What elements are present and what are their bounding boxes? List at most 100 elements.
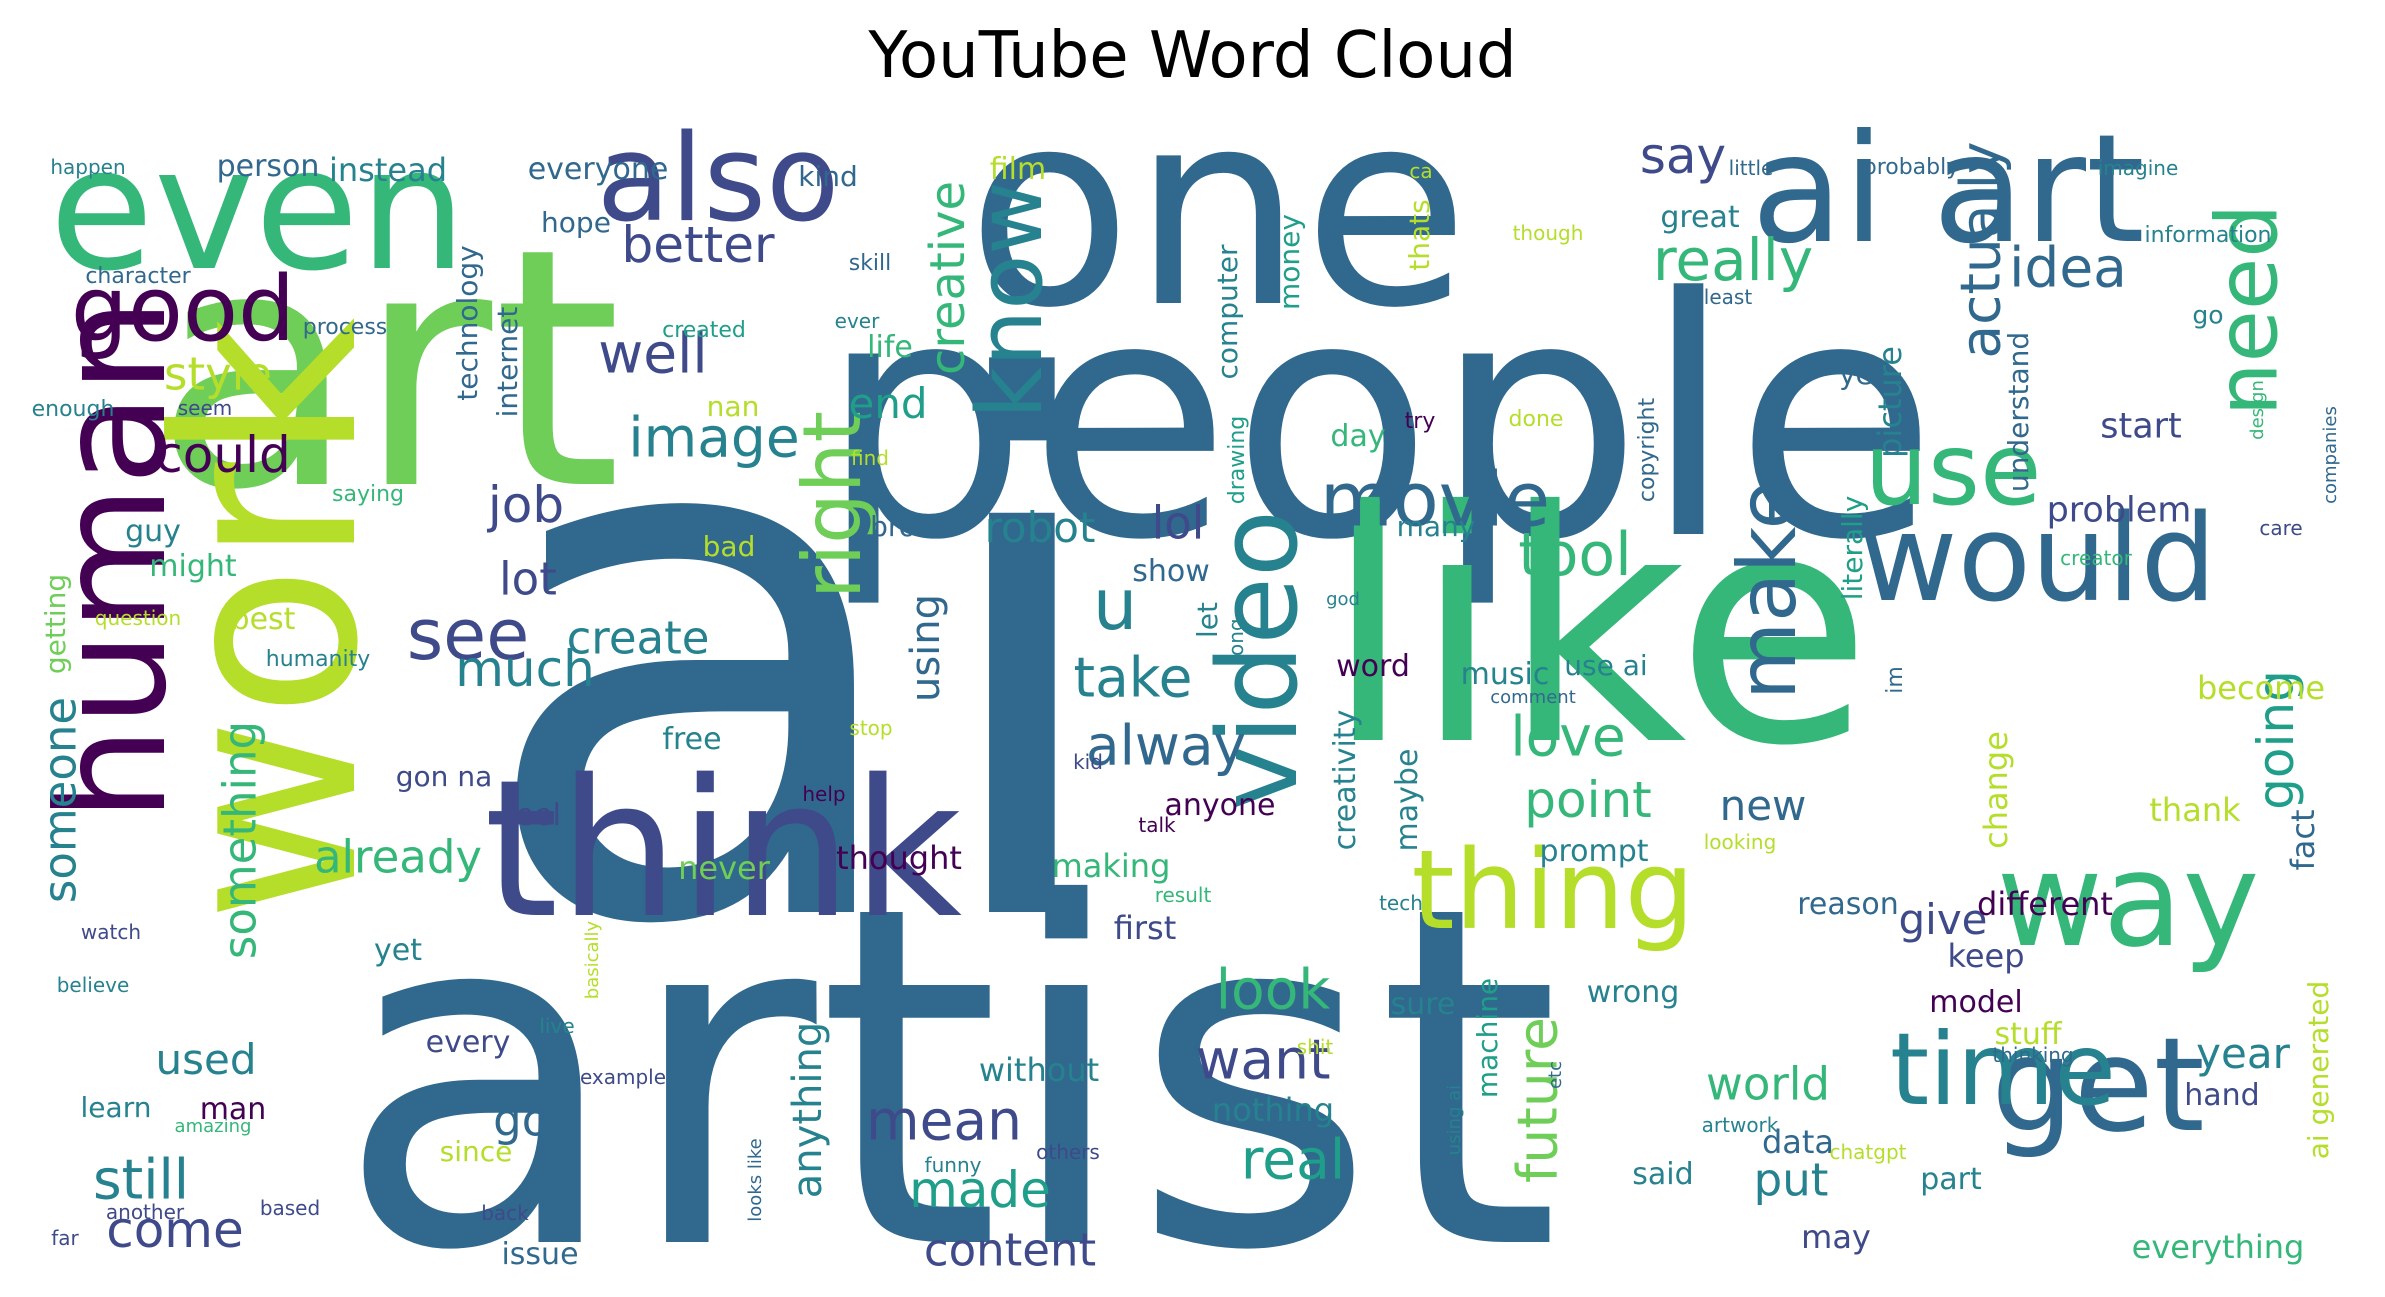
word-enough: enough xyxy=(31,397,115,422)
word-put: put xyxy=(1753,1153,1829,1207)
word-example: example xyxy=(579,1065,667,1089)
word-gon-na: gon na xyxy=(395,760,493,793)
word-see: see xyxy=(406,594,530,676)
word-prompt: prompt xyxy=(1539,834,1649,869)
word-know: know xyxy=(958,181,1063,419)
word-year: year xyxy=(2196,1029,2290,1078)
word-get: get xyxy=(1991,1009,2205,1161)
word-thought: thought xyxy=(836,839,962,877)
word-idea: idea xyxy=(2009,235,2127,300)
word-artwork: artwork xyxy=(1701,1113,1779,1137)
word-made: made xyxy=(909,1161,1051,1219)
word-let: let xyxy=(1191,602,1224,638)
word-think: think xyxy=(483,739,963,960)
word-still: still xyxy=(92,1147,190,1212)
word-sure: sure xyxy=(1390,987,1456,1022)
word-point: point xyxy=(1524,771,1652,829)
word-based: based xyxy=(259,1196,321,1220)
word-drawing: drawing xyxy=(1225,415,1250,505)
word-got: got xyxy=(493,1093,567,1147)
word-never: never xyxy=(678,849,770,887)
word-love: love xyxy=(1510,704,1626,769)
word-wrong: wrong xyxy=(1586,975,1680,1010)
word-result: result xyxy=(1154,883,1212,907)
word-part: part xyxy=(1920,1162,1982,1197)
word-make: make xyxy=(1721,480,1814,700)
word-skill: skill xyxy=(848,251,892,276)
word-life: life xyxy=(867,330,913,365)
word-come: come xyxy=(106,1201,244,1259)
word-everything: everything xyxy=(2131,1228,2305,1266)
word-yet: yet xyxy=(374,933,422,968)
word-problem: problem xyxy=(2046,490,2192,531)
word-hope: hope xyxy=(541,206,611,239)
word-watch: watch xyxy=(80,920,142,944)
word-looks-like: looks like xyxy=(745,1138,766,1222)
word-design: design xyxy=(2247,380,2268,440)
word-ai-generated: ai generated xyxy=(2302,980,2335,1160)
word-day: day xyxy=(1330,419,1386,454)
word-everyone: everyone xyxy=(527,152,669,187)
word-tech: tech xyxy=(1379,891,1423,915)
word-saying: saying xyxy=(332,482,404,507)
word-done: done xyxy=(1508,407,1564,432)
word-might: might xyxy=(149,549,237,584)
word-making: making xyxy=(1051,847,1171,885)
word-learn: learn xyxy=(80,1091,152,1124)
word-start: start xyxy=(2100,406,2182,447)
word-artist: artist xyxy=(335,806,1561,1281)
word-looking: looking xyxy=(1703,830,1777,854)
word-humanity: humanity xyxy=(265,647,371,672)
word-show: show xyxy=(1132,554,1210,589)
word-like: like xyxy=(1323,444,1873,816)
word-really: really xyxy=(1652,226,1814,294)
word-hand: hand xyxy=(2184,1078,2260,1113)
word-people: people xyxy=(818,228,1938,612)
word-understand: understand xyxy=(2002,331,2035,493)
word-little: little xyxy=(1728,156,1774,180)
word-job: job xyxy=(487,476,565,534)
word-said: said xyxy=(1632,1157,1694,1192)
word-actually: actually xyxy=(1948,141,2013,359)
word-already: already xyxy=(313,830,483,884)
word-reason: reason xyxy=(1797,887,1899,922)
word-live: live xyxy=(539,1014,575,1038)
word-without: without xyxy=(978,1051,1100,1089)
word-look: look xyxy=(1215,957,1331,1022)
word-ai: ai xyxy=(472,235,1124,1085)
word-chatgpt: chatgpt xyxy=(1829,1140,1907,1164)
word-creator: creator xyxy=(2060,546,2132,570)
word-image: image xyxy=(628,405,800,470)
word-money: money xyxy=(1273,214,1306,310)
word-good: good xyxy=(70,257,296,362)
word-take: take xyxy=(1073,645,1193,710)
word-real: real xyxy=(1240,1127,1346,1192)
word-bad: bad xyxy=(702,530,756,563)
word-also: also xyxy=(596,110,840,249)
word-internet: internet xyxy=(491,306,524,418)
word-instead: instead xyxy=(329,151,447,189)
word-maybe: maybe xyxy=(1390,748,1425,852)
word-mean: mean xyxy=(866,1088,1022,1153)
word-time: time xyxy=(1890,1011,2116,1128)
word-getting: getting xyxy=(39,573,72,675)
word-music: music xyxy=(1460,657,1550,692)
word-technology: technology xyxy=(451,245,484,401)
word-right: right xyxy=(786,411,879,599)
word-better: better xyxy=(621,216,775,274)
word-may: may xyxy=(1801,1218,1871,1256)
word-robot: robot xyxy=(984,503,1096,552)
word-information: information xyxy=(2144,223,2272,248)
word-comment: comment xyxy=(1490,687,1576,708)
word-care: care xyxy=(2259,516,2303,540)
word-talk: talk xyxy=(1138,813,1176,837)
word-process: process xyxy=(302,315,388,340)
word-seem: seem xyxy=(177,396,233,420)
word-least: least xyxy=(1703,285,1753,309)
word-lol: lol xyxy=(1151,496,1205,550)
word-keep: keep xyxy=(1947,937,2025,975)
word-bro: bro xyxy=(870,510,916,543)
word-end: end xyxy=(848,379,928,428)
word-copyright: copyright xyxy=(1635,397,1660,503)
word-others: others xyxy=(1036,1140,1100,1164)
